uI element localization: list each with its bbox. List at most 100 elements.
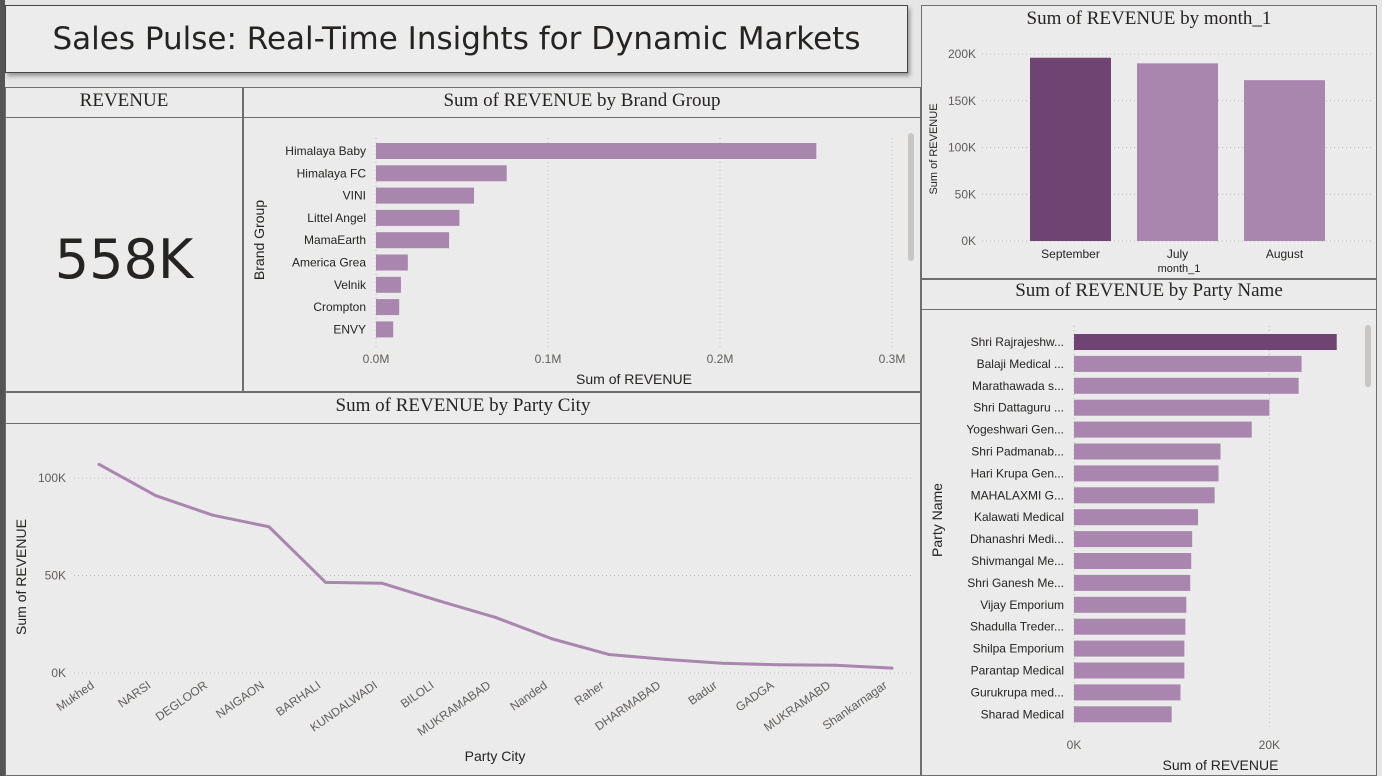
bar: [1074, 509, 1199, 526]
x-tick-label: Raher: [572, 678, 607, 708]
data-point: [833, 663, 837, 667]
bar: [376, 321, 394, 338]
bar: [1137, 63, 1218, 241]
party-chart-title: Sum of REVENUE by Party Name: [922, 280, 1376, 310]
category-label: Yogeshwari Gen...: [966, 423, 1064, 437]
party-chart: 0K 20K Shri Rajrajeshw... Balaji Medical ..…: [929, 326, 1337, 773]
category-label: Crompton: [313, 300, 366, 314]
bar: [1074, 640, 1185, 657]
data-point: [437, 599, 441, 603]
bar: [1074, 377, 1299, 394]
bar: [1074, 553, 1192, 569]
y-tick-label: 50K: [955, 187, 976, 201]
category-label: Shri Ganesh Me...: [967, 576, 1064, 590]
x-tick-label: 0.0M: [363, 352, 390, 366]
category-label: September: [1041, 247, 1100, 261]
category-label: America Grea: [292, 256, 366, 270]
x-tick-label: 0.3M: [879, 352, 906, 366]
bar: [1074, 421, 1252, 438]
y-tick-label: 0K: [51, 666, 66, 680]
page-title: Sales Pulse: Real-Time Insights for Dyna…: [5, 5, 908, 73]
bar: [376, 209, 460, 226]
bar: [376, 276, 401, 293]
x-tick-label: BILOLI: [398, 678, 437, 711]
category-label: MamaEarth: [304, 233, 366, 247]
data-point: [154, 494, 158, 498]
x-tick-label: NAIGAON: [213, 678, 266, 721]
party-chart-panel[interactable]: Sum of REVENUE by Party Name 0K 20K Shri R…: [921, 279, 1377, 776]
window-edge: [0, 0, 5, 776]
month-chart: 0K 50K 100K 150K 200K September July August mont…: [928, 47, 1372, 275]
city-chart: 0K 50K 100K Mukhed NARSI DEGLOOR NAIGAON BARHAL…: [13, 462, 914, 764]
x-tick-label: 0.2M: [707, 352, 734, 366]
x-axis-title: Sum of REVENUE: [1163, 757, 1279, 773]
y-axis-title: Party Name: [929, 483, 945, 557]
data-point: [550, 637, 554, 641]
x-tick-label: Badur: [686, 678, 720, 708]
y-axis-title: Sum of REVENUE: [928, 103, 940, 194]
city-chart-panel[interactable]: Sum of REVENUE by Party City 0K 50K 100K Mu…: [5, 392, 921, 776]
bar: [1074, 596, 1187, 613]
brand-chart-scrollbar[interactable]: [908, 133, 914, 261]
data-point: [663, 657, 667, 661]
bar: [1074, 531, 1193, 548]
category-label: Shilpa Emporium: [973, 642, 1064, 656]
category-label: Vijay Emporium: [980, 598, 1064, 612]
data-point: [380, 581, 384, 585]
bar: [1074, 465, 1219, 482]
x-tick-label: NARSI: [115, 678, 153, 711]
category-label: Littel Angel: [307, 211, 366, 225]
y-tick-label: 0K: [961, 234, 976, 248]
month-chart-panel[interactable]: Sum of REVENUE by month_1 0K 50K 100K 150K 2…: [921, 5, 1377, 279]
brand-chart-panel[interactable]: Sum of REVENUE by Brand Group 0.0M 0.1M 0.…: [243, 87, 921, 392]
city-chart-title: Sum of REVENUE by Party City: [6, 395, 920, 424]
y-tick-label: 50K: [45, 569, 66, 583]
data-point: [324, 580, 328, 584]
x-tick-label: DEGLOOR: [153, 678, 210, 724]
x-axis-title: month_1: [1158, 263, 1201, 275]
data-point: [720, 661, 724, 665]
bar: [376, 143, 817, 159]
bar: [1030, 57, 1111, 242]
category-label: Hari Krupa Gen...: [971, 466, 1064, 480]
category-label: VINI: [343, 189, 366, 203]
party-chart-scrollbar[interactable]: [1365, 325, 1371, 387]
x-tick-label: 0.1M: [535, 352, 562, 366]
x-tick-label: 0K: [1067, 738, 1082, 752]
x-tick-label: GADGA: [733, 678, 777, 714]
month-chart-title: Sum of REVENUE by month_1: [1026, 8, 1272, 29]
data-point: [890, 666, 894, 670]
category-label: Kalawati Medical: [974, 510, 1064, 524]
bar: [1074, 399, 1270, 416]
category-label: Gurukrupa med...: [971, 685, 1064, 699]
bar: [1244, 80, 1325, 242]
revenue-card[interactable]: REVENUE 558K: [5, 87, 243, 392]
bar: [1074, 684, 1181, 701]
bar: [376, 254, 408, 271]
y-axis-title: Brand Group: [251, 200, 267, 280]
x-tick-label: BARHALI: [273, 678, 323, 719]
bar: [376, 187, 475, 204]
category-label: Parantap Medical: [971, 664, 1064, 678]
y-tick-label: 100K: [948, 141, 976, 155]
x-axis-title: Party City: [465, 748, 526, 764]
bar: [1074, 487, 1215, 504]
x-tick-label: 20K: [1259, 738, 1280, 752]
revenue-card-title: REVENUE: [6, 90, 242, 118]
category-label: Velnik: [334, 278, 367, 292]
category-label: Dhanashri Medi...: [970, 532, 1064, 546]
category-label: August: [1266, 247, 1304, 261]
category-label: ENVY: [333, 322, 366, 336]
revenue-value: 558K: [54, 228, 194, 291]
bar: [376, 165, 507, 182]
bar: [376, 299, 400, 316]
data-point: [97, 462, 101, 466]
bar: [1074, 443, 1221, 460]
bar: [1074, 334, 1337, 350]
data-point: [210, 513, 214, 517]
category-label: July: [1167, 247, 1188, 261]
category-label: Shri Padmanab...: [971, 445, 1064, 459]
data-point: [777, 663, 781, 667]
category-label: Himalaya Baby: [285, 144, 366, 158]
category-label: Shri Dattaguru ...: [973, 401, 1064, 415]
